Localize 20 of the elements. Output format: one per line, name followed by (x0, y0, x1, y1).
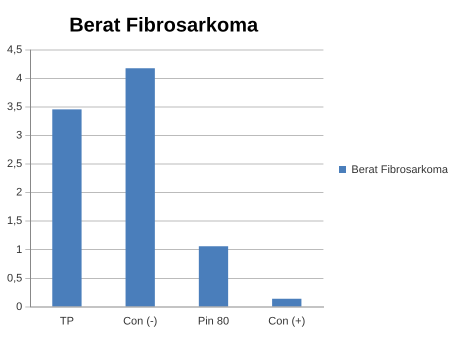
y-tick-label: 3 (16, 130, 22, 142)
y-tick-label: 0 (16, 300, 22, 313)
y-tick-label: 2 (16, 186, 22, 199)
y-tick-label: 4 (16, 72, 22, 85)
bar (198, 246, 228, 306)
y-tick-label: 2,5 (6, 158, 22, 170)
y-tick-label: 0,5 (6, 272, 22, 284)
bar (52, 109, 82, 306)
legend-label: Berat Fibrosarkoma (351, 164, 448, 176)
y-tick-label: 1 (16, 244, 22, 256)
y-tick-label: 3,5 (6, 101, 22, 114)
x-tick-label: Con (-) (123, 315, 158, 328)
x-tick-label: Pin 80 (198, 315, 230, 328)
chart-title: Berat Fibrosarkoma (69, 14, 260, 37)
bar (272, 298, 302, 306)
y-tick-label: 4,5 (6, 44, 22, 56)
x-tick-label: Con (+) (268, 315, 306, 328)
bar (126, 68, 155, 306)
x-tick-label: TP (60, 315, 74, 328)
y-tick-label: 1,5 (6, 215, 22, 228)
